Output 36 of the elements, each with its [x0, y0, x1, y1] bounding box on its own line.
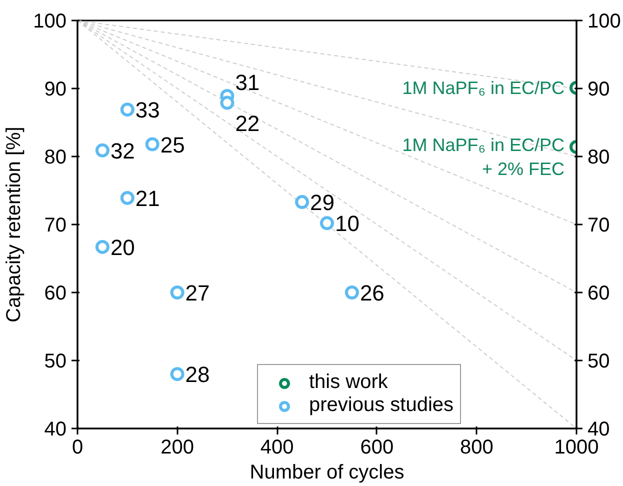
annotation: 10: [335, 211, 360, 236]
x-tick-label: 400: [260, 436, 294, 458]
annotation: 29: [310, 190, 335, 216]
annotation: 32: [110, 138, 135, 164]
legend-label: previous studies: [309, 394, 454, 417]
y2-tick-label: 80: [588, 146, 610, 168]
annotation: 25: [160, 132, 185, 158]
annotation: 31: [235, 70, 260, 95]
y-tick-label: 100: [33, 10, 67, 32]
x-tick-label: 600: [360, 436, 394, 458]
y-axis-title: Capacity retention [%]: [3, 126, 26, 322]
annotation: 33: [135, 98, 160, 123]
y-tick-label: 60: [44, 282, 67, 304]
y-tick-label: 80: [44, 146, 67, 168]
y2-tick-label: 50: [588, 350, 610, 372]
y-tick-label: 40: [44, 418, 67, 440]
annotation: 1M NaPF₆ in EC/PC + 2% FEC: [402, 134, 565, 179]
annotation: 28: [185, 362, 210, 388]
annotation: 1M NaPF₆ in EC/PC: [402, 78, 565, 98]
y2-tick-label: 100: [588, 10, 621, 32]
y-tick-label: 50: [44, 350, 67, 372]
annotation: 22: [235, 110, 260, 136]
x-tick-label: 800: [460, 436, 494, 458]
y-tick-label: 70: [44, 214, 67, 236]
x-tick-label: 0: [72, 436, 84, 458]
y2-tick-label: 90: [588, 78, 610, 100]
x-axis-title: Number of cycles: [250, 462, 404, 484]
y2-tick-label: 60: [588, 282, 610, 304]
x-tick-label: 200: [160, 436, 194, 458]
annotation: 26: [360, 280, 384, 306]
y-tick-label: 90: [44, 78, 67, 100]
annotation: 21: [135, 186, 160, 211]
annotation: 20: [110, 234, 135, 260]
legend-label: this work: [309, 371, 388, 394]
y2-tick-label: 70: [588, 214, 610, 236]
annotation: 27: [185, 280, 210, 306]
